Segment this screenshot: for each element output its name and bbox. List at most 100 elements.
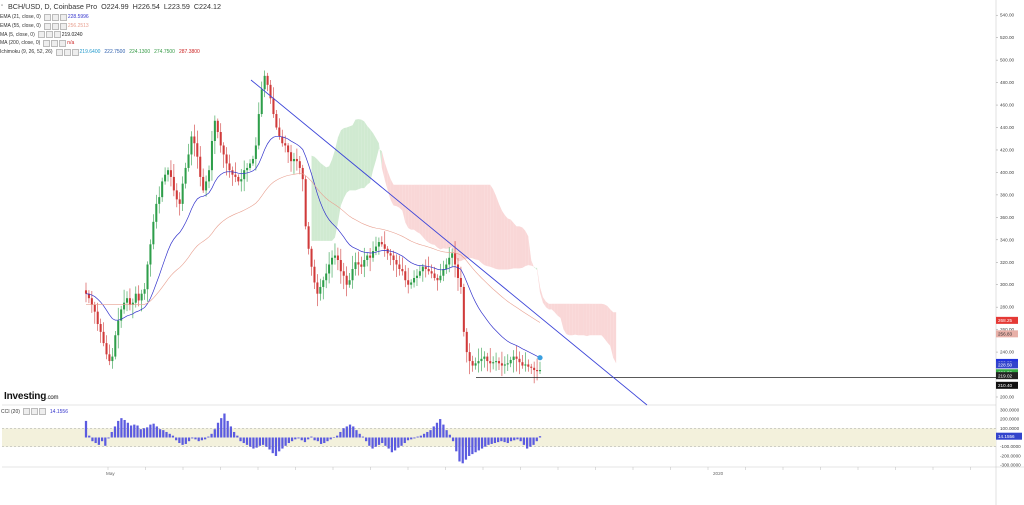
cloud-segment xyxy=(586,303,590,337)
candle-body xyxy=(404,271,407,281)
settings-icon[interactable] xyxy=(43,13,51,21)
candle-body xyxy=(298,161,301,168)
settings-icon[interactable] xyxy=(22,408,30,415)
settings-icon[interactable] xyxy=(43,39,51,47)
candle-body xyxy=(339,260,342,272)
candle-body xyxy=(169,170,172,177)
cloud-segment xyxy=(320,162,324,241)
trendline-segment[interactable] xyxy=(250,79,648,406)
settings-icon[interactable] xyxy=(37,31,45,39)
price-tag xyxy=(996,316,1018,324)
candle-body xyxy=(275,114,278,128)
candle-body xyxy=(187,154,190,168)
legend-ema55-label: EMA (55, close, 0) xyxy=(0,23,41,30)
cci-bar xyxy=(100,437,104,442)
candle-body xyxy=(125,298,129,303)
cloud-segment xyxy=(583,303,587,337)
cloud-segment xyxy=(504,215,508,270)
candle-body xyxy=(395,260,398,265)
eye-icon[interactable] xyxy=(51,13,59,21)
candle-body xyxy=(304,179,307,227)
chart-legend: ▫ BCH/USD, D, Coinbase Pro O224.99 H226.… xyxy=(0,0,300,56)
legend-ema21-label: EMA (21, close, 0) xyxy=(0,14,41,21)
cci-tag xyxy=(996,432,1022,440)
legend-ma200[interactable]: MA (200, close, 0) n/a xyxy=(0,39,300,48)
candle-body xyxy=(246,167,249,171)
eye-icon[interactable] xyxy=(51,39,59,47)
time-label-2020: 2020 xyxy=(713,471,724,476)
price-tick-label: 500.00 xyxy=(1000,58,1014,63)
eye-icon[interactable] xyxy=(51,22,59,30)
candle-body xyxy=(284,143,287,146)
price-tick-label: 440.00 xyxy=(1000,125,1014,130)
candle-body xyxy=(363,260,366,267)
candle-body xyxy=(389,253,392,256)
trendline[interactable] xyxy=(250,79,648,406)
candle-body xyxy=(392,255,395,261)
cci-legend[interactable]: CCI (20) 14.1556 xyxy=(1,408,68,415)
candle-body xyxy=(234,174,237,177)
legend-ma5[interactable]: MA (5, close, 0) 219.0240 xyxy=(0,30,300,39)
cci-bar xyxy=(229,426,233,438)
close-icon[interactable] xyxy=(53,31,61,39)
eye-icon[interactable] xyxy=(63,48,71,56)
price-tick-label: 460.00 xyxy=(1000,103,1014,108)
candle-body xyxy=(307,226,310,249)
legend-ema21[interactable]: EMA (21, close, 0) 228.5996 xyxy=(0,13,300,22)
candle-body xyxy=(210,140,213,171)
close-icon[interactable] xyxy=(59,39,67,47)
ichimoku-cloud xyxy=(311,119,617,364)
cloud-segment xyxy=(607,306,611,346)
cci-bar xyxy=(522,437,526,445)
cloud-segment xyxy=(373,133,376,171)
close-icon[interactable] xyxy=(71,48,79,56)
cci-bar xyxy=(142,428,146,438)
cci-bar xyxy=(284,437,287,446)
candle-body xyxy=(290,152,293,162)
legend-ema55[interactable]: EMA (55, close, 0) 256.2513 xyxy=(0,22,300,31)
cloud-segment xyxy=(551,303,555,313)
cci-bar xyxy=(400,437,403,446)
candle-body xyxy=(140,293,143,301)
close-icon[interactable] xyxy=(59,13,67,21)
cloud-segment xyxy=(522,227,526,268)
cci-bar xyxy=(297,437,300,439)
close-icon[interactable] xyxy=(38,408,46,415)
cloud-segment xyxy=(545,301,549,310)
candle-body xyxy=(87,293,90,299)
candle-body xyxy=(328,264,331,274)
cci-bar xyxy=(216,422,220,438)
cci-bar xyxy=(290,437,294,442)
candle-body xyxy=(96,311,99,325)
candle-body xyxy=(374,246,377,252)
legend-ma200-label: MA (200, close, 0) xyxy=(0,40,41,47)
cci-bar xyxy=(204,437,207,440)
eye-icon[interactable] xyxy=(30,408,38,415)
candle-body xyxy=(196,143,199,157)
close-icon[interactable] xyxy=(59,22,67,30)
candle-body xyxy=(512,356,515,360)
collapse-icon[interactable]: ▫ xyxy=(1,3,4,9)
legend-ichimoku[interactable]: Ichimoku (9, 26, 52, 26) 219.6400 222.75… xyxy=(0,48,300,57)
candle-body xyxy=(372,251,375,258)
candle-body xyxy=(166,170,170,175)
candle-body xyxy=(333,255,336,258)
candle-body xyxy=(509,359,512,364)
candle-body xyxy=(348,280,351,285)
candle-body xyxy=(184,167,187,184)
settings-icon[interactable] xyxy=(55,48,63,56)
alert-marker[interactable] xyxy=(537,355,543,361)
price-tick-label: 320.00 xyxy=(1000,260,1014,265)
cci-bar xyxy=(265,437,268,447)
settings-icon[interactable] xyxy=(43,22,51,30)
cci-bar xyxy=(506,437,509,444)
cloud-segment xyxy=(598,303,602,336)
price-tick-label: 240.00 xyxy=(1000,350,1014,355)
candle-body xyxy=(354,262,357,269)
cci-bar xyxy=(287,437,290,444)
cci-bar xyxy=(513,437,516,441)
ohlc-high: H226.54 xyxy=(132,2,160,11)
price-tick-label: 540.00 xyxy=(1000,13,1014,18)
eye-icon[interactable] xyxy=(45,31,53,39)
